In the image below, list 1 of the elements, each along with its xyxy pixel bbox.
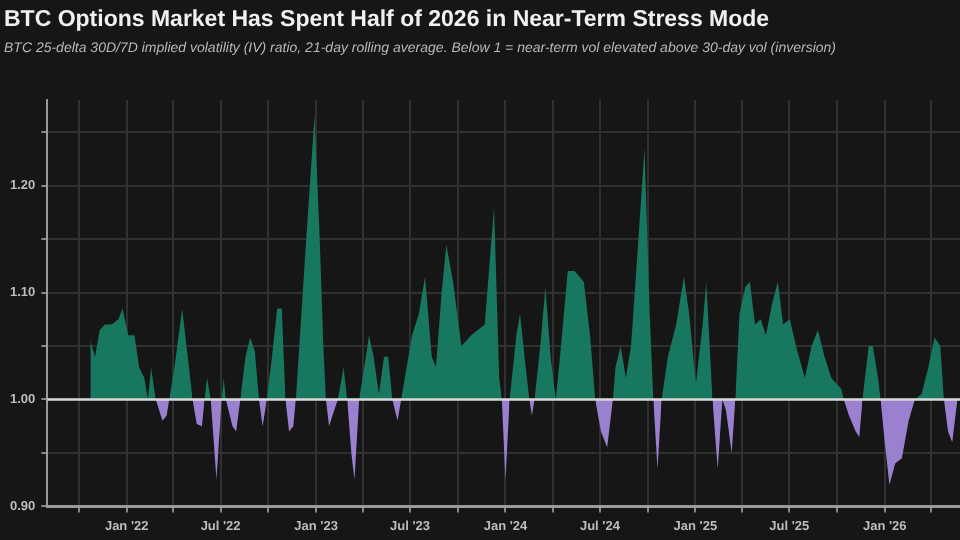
chart-title: BTC Options Market Has Spent Half of 2026 in Near-Term Stress Mode — [4, 8, 770, 32]
